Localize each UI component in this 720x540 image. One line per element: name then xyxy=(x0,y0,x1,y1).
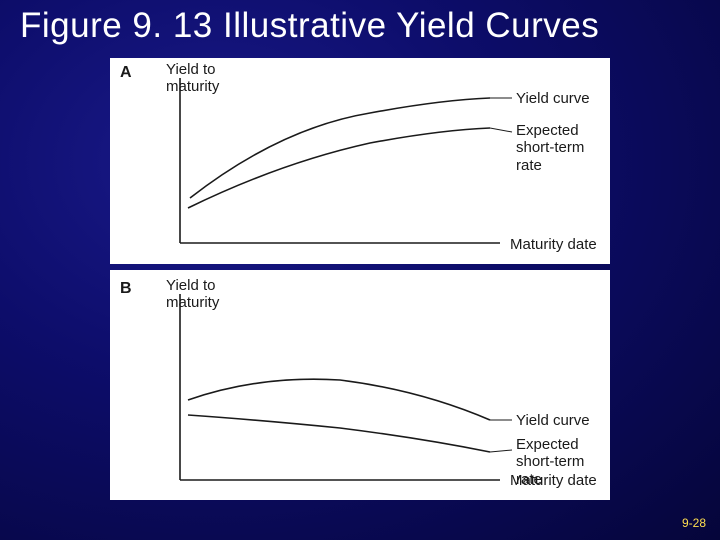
page-title: Figure 9. 13 Illustrative Yield Curves xyxy=(20,6,700,46)
label-line1: Expected xyxy=(516,436,579,453)
yaxis-line2: maturity xyxy=(166,78,219,95)
panel-b-yield-curve-label: Yield curve xyxy=(516,412,590,429)
panel-b-yaxis-label: Yield to maturity xyxy=(166,278,219,311)
panel-a-yield-curve xyxy=(190,98,490,198)
label-line1: Expected xyxy=(516,122,579,139)
leader-line xyxy=(490,128,512,132)
chart-panel-b: B Yield to maturity Yield curve Expected… xyxy=(110,270,610,500)
panel-a-expected-label: Expected short-term rate xyxy=(516,122,610,174)
panel-a-yaxis-label: Yield to maturity xyxy=(166,62,219,95)
yaxis-line1: Yield to xyxy=(166,277,215,294)
chart-panel-a: A Yield to maturity Yield curve Expected xyxy=(110,58,610,264)
leader-line xyxy=(490,450,512,452)
yaxis-line2: maturity xyxy=(166,294,219,311)
panel-a-label: A xyxy=(120,64,132,82)
panel-b-yield-curve xyxy=(188,379,490,420)
page-number: 9-28 xyxy=(682,516,706,530)
panel-b-label: B xyxy=(120,280,132,298)
slide: Figure 9. 13 Illustrative Yield Curves A… xyxy=(0,0,720,540)
yaxis-line1: Yield to xyxy=(166,61,215,78)
panel-a-yield-curve-label: Yield curve xyxy=(516,90,590,107)
panel-a-xaxis-label: Maturity date xyxy=(510,236,597,253)
charts-container: A Yield to maturity Yield curve Expected xyxy=(110,58,610,500)
panel-b-xaxis-label: Maturity date xyxy=(510,472,597,489)
label-line2: short-term rate xyxy=(516,139,584,173)
panel-b-expected-curve xyxy=(188,415,490,452)
